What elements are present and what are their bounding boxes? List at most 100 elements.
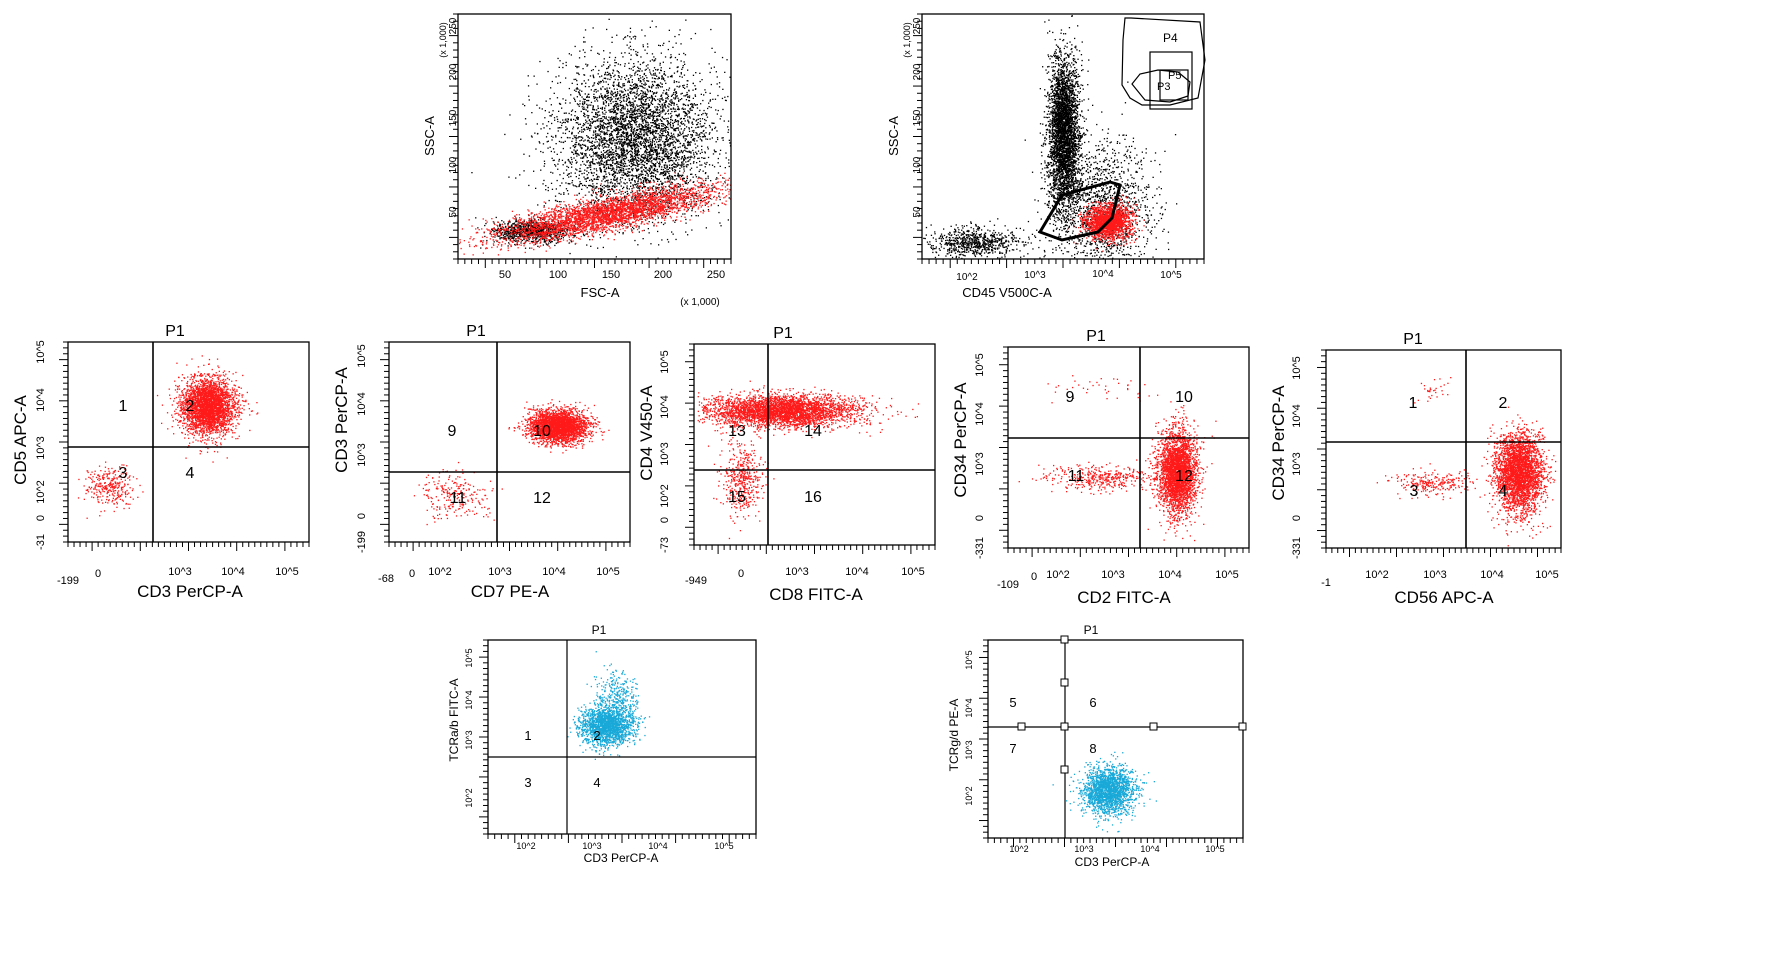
data-point [586,153,587,154]
data-point [569,88,570,89]
data-point [593,152,594,153]
data-point [575,120,576,121]
data-point [626,101,627,102]
data-point [600,131,601,132]
data-point [609,135,610,136]
data-point [585,86,586,87]
data-point [661,157,662,158]
data-point [668,113,669,114]
data-point [623,148,624,149]
data-point [574,135,575,136]
data-point [619,126,620,127]
data-point [585,83,586,84]
data-point [628,160,629,161]
data-point [612,198,613,199]
data-point [692,90,693,91]
data-point [625,79,626,80]
data-point [599,139,600,140]
data-point [604,110,605,111]
data-point [635,38,636,39]
data-point [640,93,641,94]
data-point [597,90,598,91]
data-point [628,78,629,79]
data-point [624,85,625,86]
data-point [678,141,679,142]
data-point [534,76,535,77]
data-point [602,113,603,114]
data-point [681,60,682,61]
data-point [613,76,614,77]
data-point [635,157,636,158]
data-point [707,139,708,140]
data-point [643,99,644,100]
data-point [562,63,563,64]
data-point [606,98,607,99]
data-point [626,98,627,99]
data-point [691,168,692,169]
data-point [690,152,691,153]
data-point [631,102,632,103]
data-point [660,111,661,112]
data-point [641,118,642,119]
data-point [644,50,645,51]
data-point [549,115,550,116]
data-point [576,139,577,140]
data-point [675,92,676,93]
data-point [599,140,600,141]
data-point [689,128,690,129]
data-point [586,135,587,136]
data-point [548,190,549,191]
data-point [615,116,616,117]
data-point [682,77,683,78]
data-point [673,92,674,93]
plot-fsc-ssc: 50 100 150 200 250 50 100 150 200 250 (x… [422,14,731,308]
data-point [558,160,559,161]
data-point [574,79,575,80]
data-point [595,136,596,137]
data-point [595,148,596,149]
data-point [695,94,696,95]
data-point [565,162,566,163]
data-point [620,112,621,113]
data-point [621,134,622,135]
data-point [670,113,671,114]
data-point [626,166,627,167]
data-point [618,192,619,193]
data-point [575,101,576,102]
data-point [718,205,719,206]
data-point [590,105,591,106]
data-point [681,150,682,151]
data-point [604,118,605,119]
data-point [590,123,591,124]
data-point [568,167,569,168]
data-point [594,148,595,149]
data-point [719,153,720,154]
data-point [607,182,608,183]
data-point [638,61,639,62]
data-point [592,190,593,191]
data-point [617,85,618,86]
data-point [535,148,536,149]
data-point [579,51,580,52]
data-point [576,135,577,136]
data-point [586,181,587,182]
data-point [617,79,618,80]
data-point [679,76,680,77]
data-point [632,191,633,192]
data-point [681,128,682,129]
data-point [634,66,635,67]
data-point [639,116,640,117]
data-point [690,151,691,152]
data-point [656,116,657,117]
data-point [533,171,534,172]
data-point [603,62,604,63]
data-point [614,183,615,184]
data-point [643,169,644,170]
data-point [629,68,630,69]
data-point [709,134,710,135]
data-point [636,177,637,178]
data-point [636,91,637,92]
data-point [617,91,618,92]
data-point [637,183,638,184]
data-point [640,64,641,65]
